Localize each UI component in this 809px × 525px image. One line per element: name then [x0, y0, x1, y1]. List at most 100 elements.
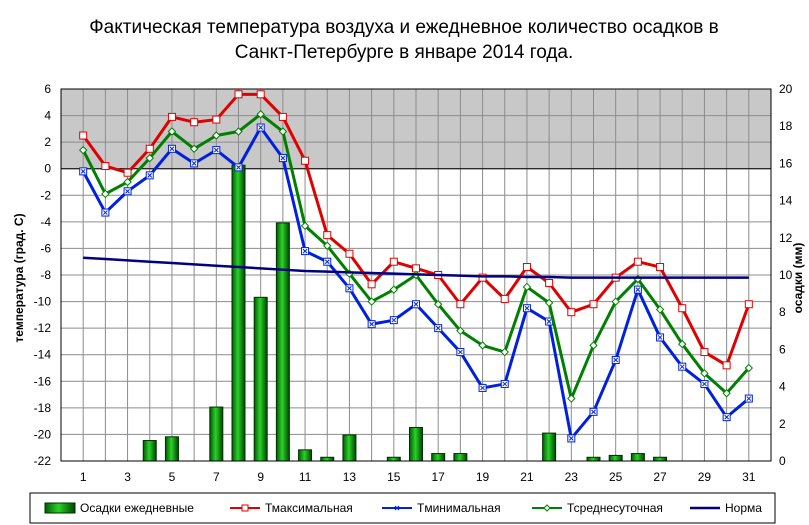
y-right-tick-label: 8 [779, 305, 786, 319]
precipitation-bar [253, 296, 268, 462]
data-point [700, 369, 709, 378]
x-tick-label: 29 [698, 470, 712, 484]
data-point [101, 162, 110, 171]
y-right-tick-label: 18 [779, 119, 793, 133]
data-point-mark [657, 335, 663, 340]
data-point [700, 348, 709, 357]
data-point-mark [125, 188, 130, 194]
data-point [79, 131, 88, 140]
data-point [522, 282, 532, 292]
x-tick-label: 23 [565, 470, 579, 484]
data-point [301, 156, 310, 165]
data-point [744, 300, 753, 309]
y-right-tick-label: 10 [779, 268, 793, 282]
data-point [123, 168, 132, 177]
legend-marker [543, 504, 551, 512]
data-point-mark [546, 319, 552, 324]
data-point [722, 389, 731, 398]
y-axis-left-label: температура (град. С) [12, 213, 26, 342]
data-point-mark [524, 305, 530, 311]
data-point [744, 363, 754, 373]
precipitation-bar [653, 456, 668, 462]
data-point-mark [413, 301, 419, 307]
precipitation-bar [542, 432, 557, 462]
x-tick-label: 31 [742, 470, 756, 484]
x-tick-label: 3 [124, 470, 131, 484]
data-point [456, 326, 465, 336]
data-point-mark [324, 259, 330, 265]
precipitation-bar [409, 427, 423, 462]
data-point [278, 112, 287, 121]
precipitation-bar [164, 436, 179, 462]
data-point [78, 145, 88, 155]
precipitation-bar [298, 449, 313, 462]
x-tick-label: 13 [343, 470, 357, 484]
y-left-tick-label: 2 [44, 135, 51, 149]
data-point [234, 127, 243, 136]
data-point [145, 144, 154, 153]
data-point [678, 304, 687, 313]
data-point [522, 263, 531, 272]
data-point-mark [458, 349, 463, 355]
data-point-mark [480, 385, 485, 391]
y-left-tick-label: -6 [40, 241, 51, 255]
x-tick-label: 11 [299, 470, 312, 484]
precipitation-bar [342, 434, 357, 462]
precipitation-bar [453, 453, 468, 462]
data-point-mark [213, 147, 219, 153]
y-right-tick-label: 12 [779, 231, 793, 245]
data-point-mark [435, 325, 441, 331]
y-right-tick-label: 20 [779, 82, 793, 96]
y-left-tick-label: -4 [40, 215, 51, 229]
data-point-mark [502, 381, 508, 387]
legend-label: Осадки ежедневные [80, 501, 194, 515]
y-left-tick-label: -8 [40, 268, 51, 282]
data-point [567, 308, 576, 317]
data-point [655, 305, 665, 314]
data-point [656, 263, 665, 272]
data-point [300, 221, 310, 231]
precipitation-bar [608, 454, 623, 462]
legend-label: Тсреднесуточная [567, 501, 663, 515]
data-point [389, 257, 398, 266]
data-point [589, 300, 598, 309]
data-point-mark [302, 248, 308, 254]
data-point [678, 339, 687, 349]
precipitation-bar [275, 222, 290, 462]
data-point [567, 394, 576, 403]
x-tick-label: 19 [476, 470, 490, 484]
data-point-mark [236, 165, 241, 170]
x-tick-label: 5 [169, 470, 176, 484]
y-left-tick-label: -16 [34, 374, 52, 388]
y-right-tick-label: 6 [779, 342, 786, 356]
data-point [256, 90, 265, 99]
data-point [189, 144, 199, 153]
data-point-mark [635, 287, 641, 292]
y-axis-right-label: осадки (мм) [791, 243, 805, 314]
legend-label: Норма [725, 501, 762, 515]
data-point-mark [702, 381, 707, 387]
precipitation-bar [231, 164, 246, 462]
y-right-tick-label: 0 [779, 454, 786, 468]
data-point [323, 241, 332, 250]
data-point [478, 341, 487, 350]
precipitation-bar [586, 456, 601, 462]
y-right-tick-label: 2 [779, 417, 786, 431]
y-right-tick-label: 4 [779, 380, 786, 394]
data-point [278, 127, 288, 136]
data-point-mark [80, 169, 86, 174]
data-point-mark [258, 125, 264, 130]
data-point [234, 90, 243, 99]
data-point-mark [724, 414, 729, 420]
data-point-mark [369, 321, 374, 327]
y-right-tick-label: 16 [779, 156, 793, 170]
x-tick-label: 17 [432, 470, 446, 484]
data-point [633, 257, 642, 266]
chart-title-line-2: Санкт-Петербурге в январе 2014 года. [235, 42, 574, 63]
precipitation-bar [142, 440, 157, 462]
x-tick-label: 21 [520, 470, 534, 484]
y-left-tick-label: -20 [34, 427, 52, 441]
precipitation-bar [209, 406, 224, 462]
y-left-tick-label: -14 [34, 348, 52, 362]
